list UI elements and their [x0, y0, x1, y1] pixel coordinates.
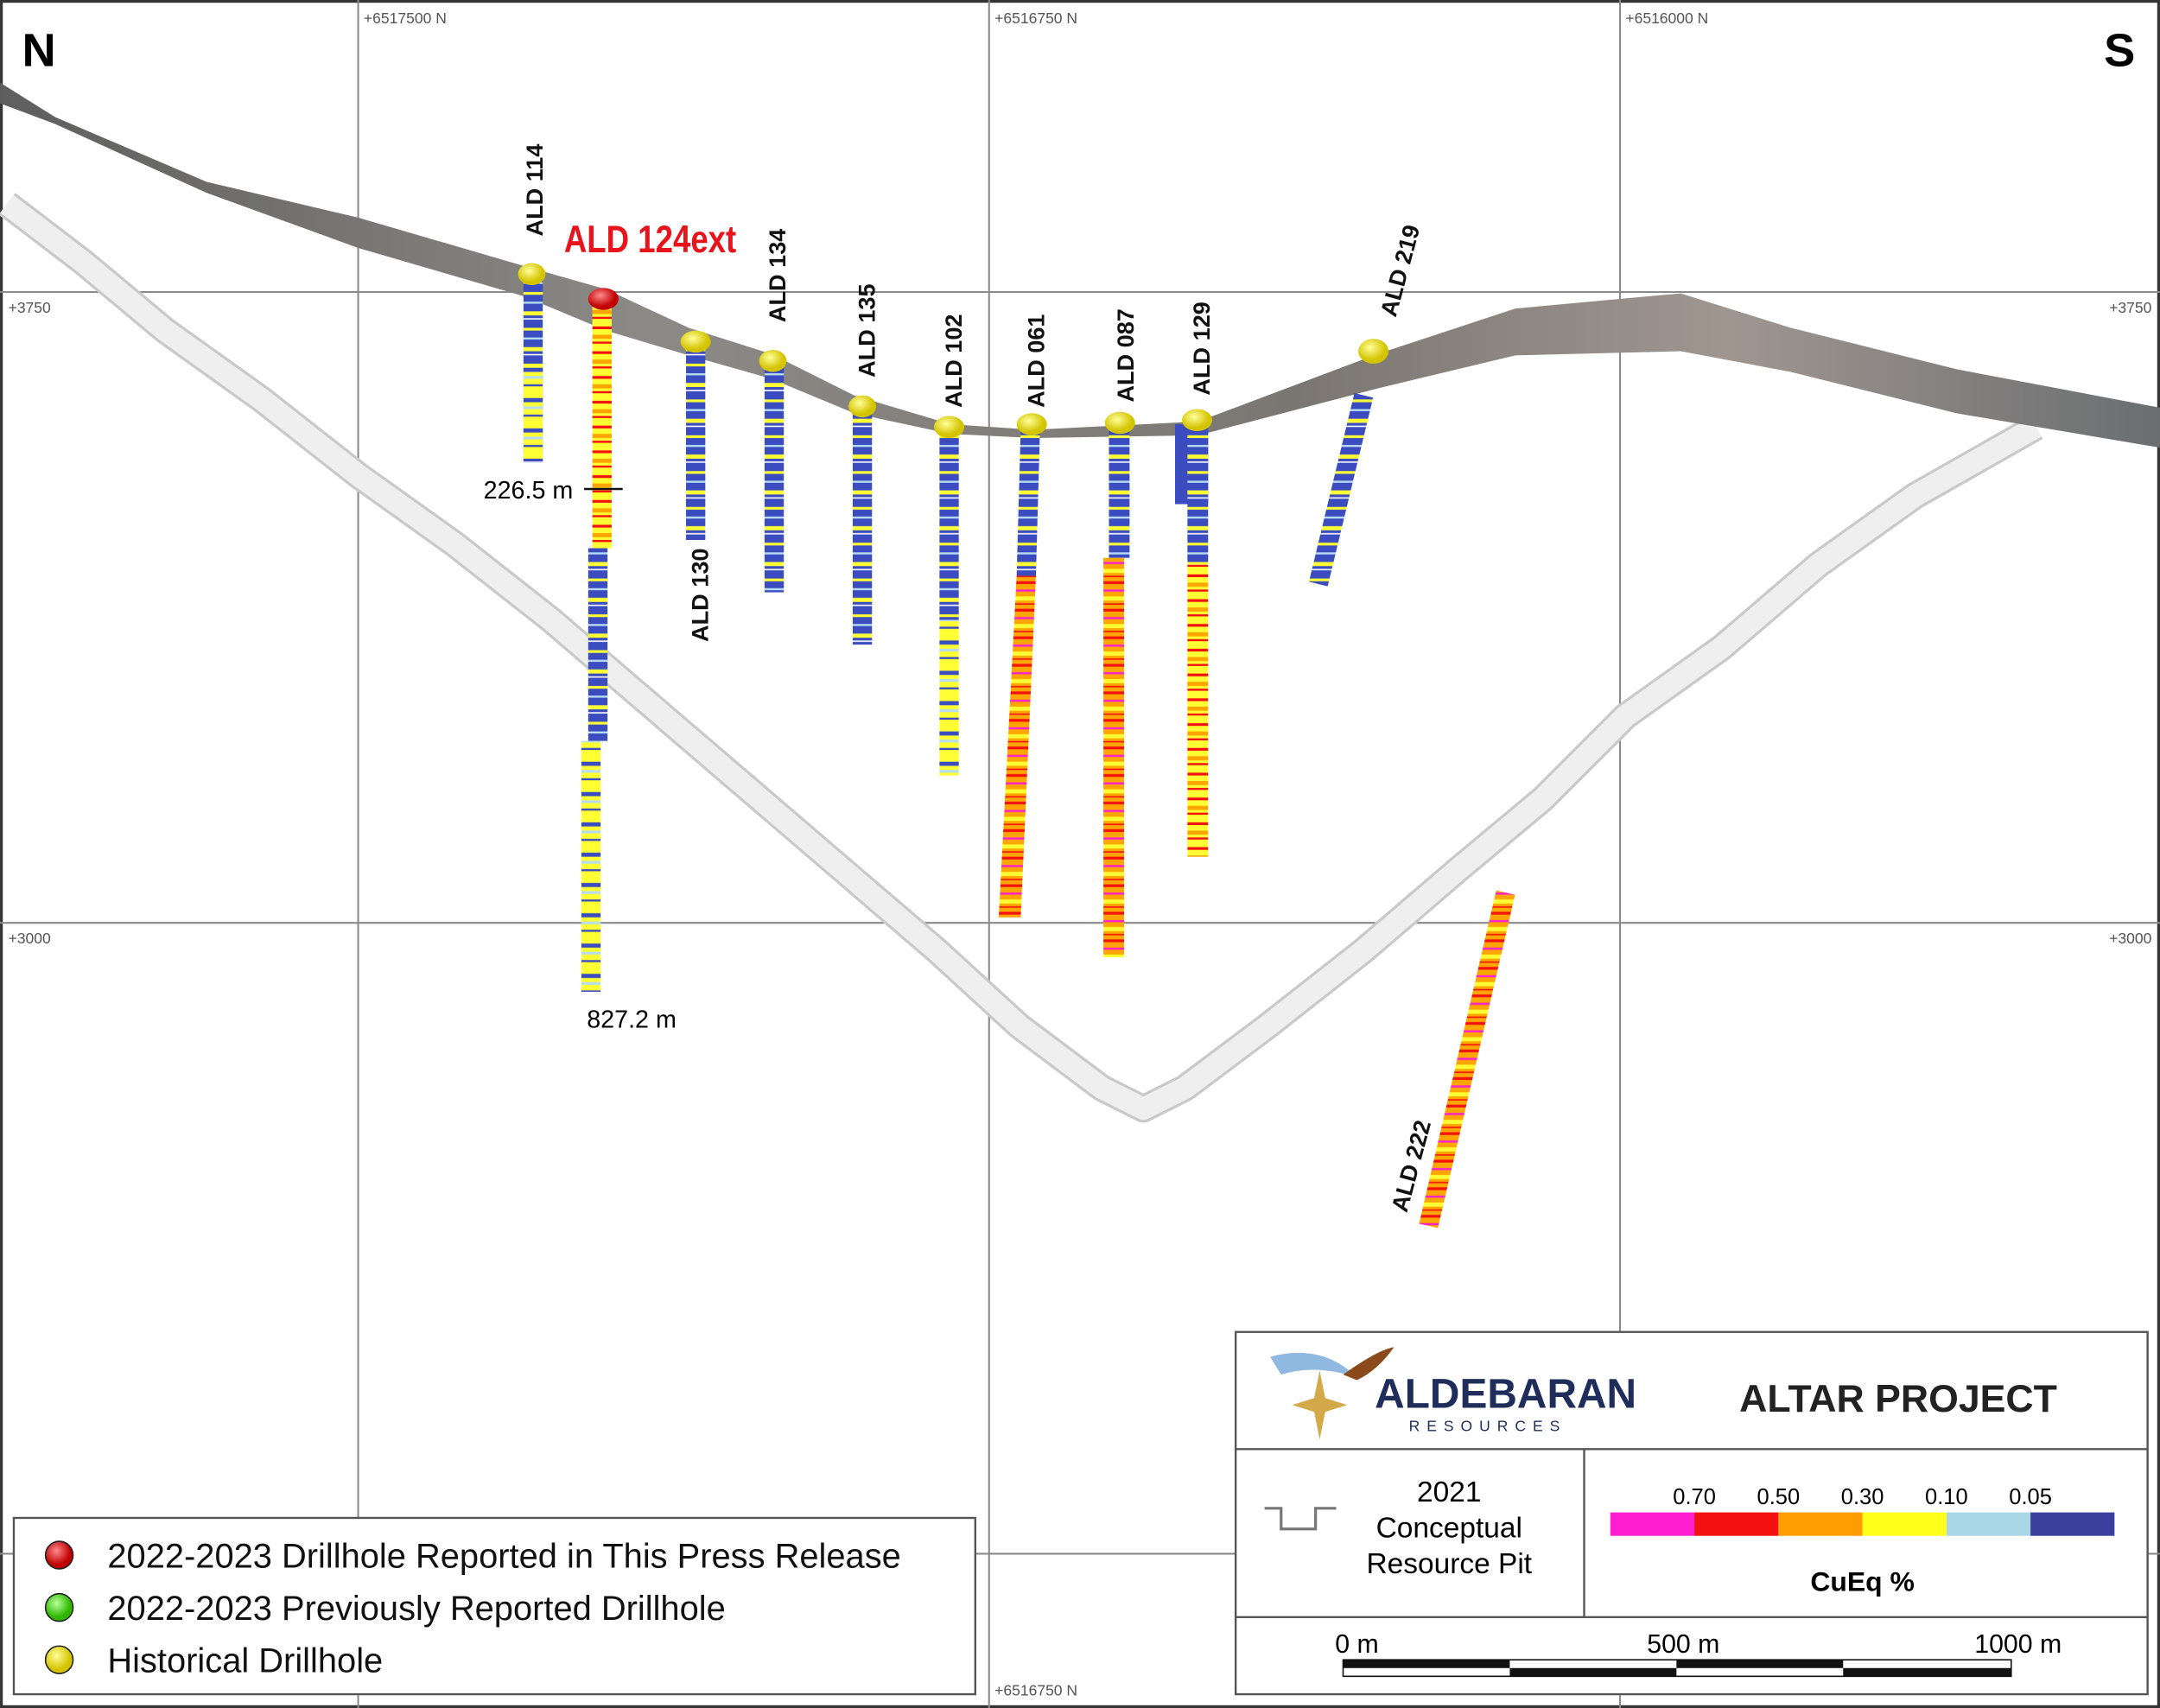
grid-label: +3750 [2109, 299, 2151, 316]
south-label: S [2104, 25, 2135, 77]
drillhole [939, 427, 959, 620]
grade-swatch [2030, 1512, 2115, 1536]
grade-scale: 0.70 0.50 0.30 0.10 0.05 [1610, 1485, 2115, 1536]
company-name: ALDEBARAN [1375, 1371, 1636, 1417]
drillhole-label-highlight: ALD 124ext [564, 217, 737, 260]
grid-label: +6517500 N [364, 10, 447, 27]
legend-item: Historical Drillhole [107, 1642, 383, 1680]
drillhole-label: ALD 130 [687, 549, 714, 642]
depth-label: 226.5 m [484, 477, 574, 505]
drillhole [1016, 427, 1040, 576]
drillhole-label: ALD 061 [1023, 314, 1050, 408]
company-sub: RESOURCES [1409, 1418, 1567, 1435]
grade-label: 0.70 [1673, 1485, 1716, 1509]
pit-symbol [1264, 1507, 1337, 1531]
drillhole [1187, 427, 1209, 565]
drillhole [1187, 564, 1209, 857]
grade-swatch [1946, 1512, 2031, 1536]
drillhole-label: ALD 129 [1188, 302, 1215, 395]
collars [518, 263, 1389, 439]
grid-label: +3000 [2109, 930, 2151, 947]
grade-label: 0.30 [1841, 1485, 1884, 1509]
legend: 2022-2023 Drillhole Reported in This Pre… [12, 1516, 977, 1696]
resource-pit [0, 194, 2042, 1121]
logo-swoosh [1270, 1352, 1357, 1378]
grid-label: +6516000 N [1625, 10, 1708, 27]
grid-label: +3750 [9, 299, 51, 316]
grid-label: +6516750 N [994, 1682, 1077, 1699]
drillhole [1103, 557, 1125, 958]
project-title: ALTAR PROJECT [1739, 1378, 2057, 1420]
scale-bar-label: 500 m [1647, 1630, 1719, 1659]
drillhole-label: ALD 102 [940, 314, 967, 408]
grade-swatch [1778, 1512, 1863, 1536]
drillhole-label: ALD 087 [1112, 308, 1139, 402]
drillhole-label: ALD 135 [853, 283, 880, 377]
scale-bar-label: 0 m [1335, 1630, 1378, 1659]
scale-bar-label: 1000 m [1974, 1630, 2062, 1659]
drillhole [939, 619, 959, 776]
grade-swatch [1694, 1512, 1779, 1536]
grid-label: +3000 [9, 930, 51, 947]
drillhole [592, 300, 612, 549]
drillhole [852, 406, 873, 645]
drillhole [588, 548, 608, 741]
topography [0, 82, 2160, 448]
drillhole [1109, 427, 1130, 558]
grade-label: 0.05 [2009, 1485, 2052, 1509]
depth-label: 827.2 m [587, 1006, 677, 1033]
pit-legend: Resource Pit [1366, 1548, 1532, 1580]
grade-label: 0.50 [1757, 1485, 1801, 1509]
scale-bar [1342, 1659, 2012, 1678]
drillhole [581, 740, 601, 992]
grade-label: 0.10 [1925, 1485, 1968, 1509]
north-label: N [22, 25, 56, 77]
drillhole [998, 575, 1036, 917]
grade-swatch [1862, 1512, 1947, 1536]
drillhole [686, 341, 706, 540]
logo-star [1292, 1370, 1348, 1440]
drillhole [1419, 890, 1515, 1229]
title-block: ALDEBARAN RESOURCES ALTAR PROJECT 2021 C… [1234, 1330, 2149, 1696]
drillhole-label: ALD 134 [764, 229, 791, 322]
legend-item: 2022-2023 Previously Reported Drillhole [107, 1590, 725, 1628]
drillhole [1308, 392, 1374, 587]
drillhole [764, 360, 785, 593]
pit-legend: 2021 [1417, 1476, 1481, 1508]
drillhole [523, 365, 543, 462]
logo-swoosh [1343, 1347, 1394, 1381]
grade-scale-title: CuEq % [1810, 1565, 1914, 1597]
drillhole-label: ALD 114 [521, 144, 548, 237]
pit-legend: Conceptual [1376, 1512, 1522, 1544]
grid-label: +6516750 N [994, 10, 1077, 27]
drillholes [523, 275, 1515, 1229]
grade-swatch [1610, 1512, 1695, 1536]
legend-item: 2022-2023 Drillhole Reported in This Pre… [107, 1537, 900, 1575]
